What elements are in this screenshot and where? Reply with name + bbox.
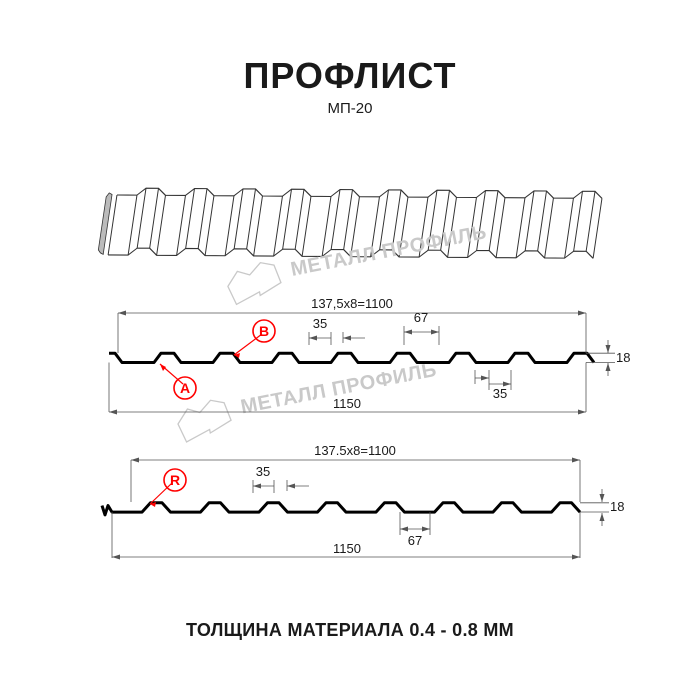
svg-text:R: R <box>170 472 180 488</box>
svg-text:A: A <box>180 380 190 396</box>
svg-text:18: 18 <box>610 499 624 514</box>
svg-text:1150: 1150 <box>333 396 361 411</box>
svg-text:18: 18 <box>616 350 630 365</box>
svg-text:B: B <box>259 323 269 339</box>
svg-text:67: 67 <box>414 310 428 325</box>
svg-text:35: 35 <box>256 464 270 479</box>
svg-text:35: 35 <box>493 386 507 401</box>
svg-text:137.5x8=1100: 137.5x8=1100 <box>314 443 396 458</box>
svg-text:137,5x8=1100: 137,5x8=1100 <box>311 296 393 311</box>
svg-text:1150: 1150 <box>333 541 361 556</box>
svg-text:67: 67 <box>408 533 422 548</box>
svg-text:35: 35 <box>313 316 327 331</box>
